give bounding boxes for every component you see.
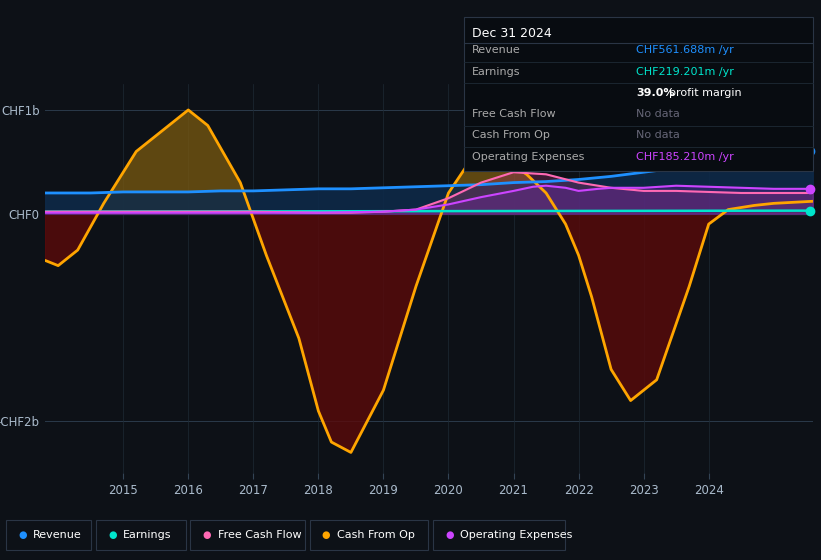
Text: ●: ● <box>203 530 211 540</box>
Text: Dec 31 2024: Dec 31 2024 <box>472 27 552 40</box>
Text: ●: ● <box>108 530 117 540</box>
Text: ●: ● <box>322 530 330 540</box>
Text: Revenue: Revenue <box>472 45 521 55</box>
Text: CHF561.688m /yr: CHF561.688m /yr <box>636 45 734 55</box>
Text: Free Cash Flow: Free Cash Flow <box>218 530 301 540</box>
Text: CHF219.201m /yr: CHF219.201m /yr <box>636 67 734 77</box>
Text: ●: ● <box>18 530 26 540</box>
Text: Revenue: Revenue <box>33 530 81 540</box>
Text: Free Cash Flow: Free Cash Flow <box>472 109 556 119</box>
Text: Operating Expenses: Operating Expenses <box>472 152 585 162</box>
Text: Cash From Op: Cash From Op <box>337 530 415 540</box>
Text: CHF185.210m /yr: CHF185.210m /yr <box>636 152 734 162</box>
Text: Cash From Op: Cash From Op <box>472 130 550 141</box>
Text: Earnings: Earnings <box>472 67 521 77</box>
Text: ●: ● <box>445 530 453 540</box>
Text: profit margin: profit margin <box>669 88 741 98</box>
Text: No data: No data <box>636 109 680 119</box>
Text: Earnings: Earnings <box>123 530 172 540</box>
Text: No data: No data <box>636 130 680 141</box>
Text: Operating Expenses: Operating Expenses <box>460 530 572 540</box>
Text: 39.0%: 39.0% <box>636 88 675 98</box>
